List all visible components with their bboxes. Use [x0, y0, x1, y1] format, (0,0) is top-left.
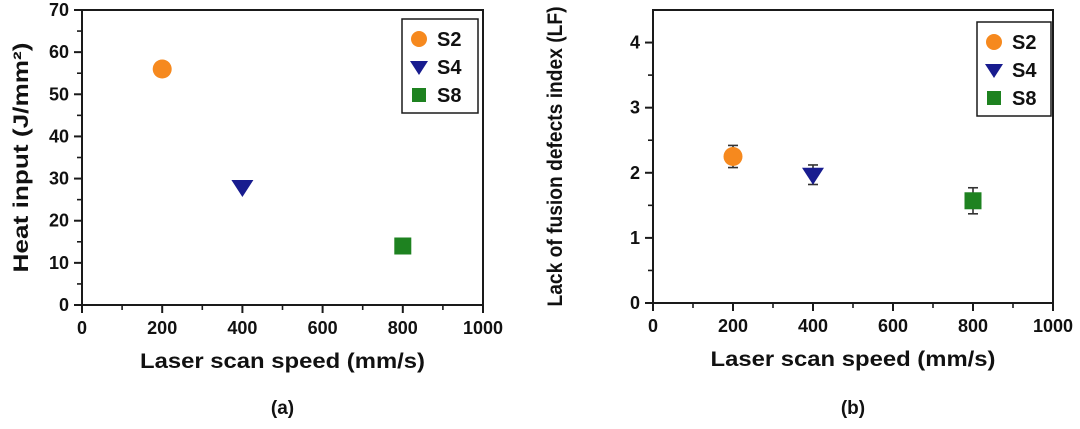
x-axis-tick-label: 400	[798, 316, 828, 336]
legend-marker-s2-icon	[411, 31, 427, 47]
x-axis-tick-label: 600	[308, 318, 338, 338]
y-axis-tick-label: 2	[630, 163, 640, 183]
x-axis-label: Laser scan speed (mm/s)	[140, 350, 425, 373]
panel-a: 0 200 400 600 800 1000 0 10 20 30 40 50 60 70 Laser sc…	[10, 0, 503, 419]
legend-label-s8: S8	[437, 85, 461, 107]
y-axis-tick-label: 10	[49, 253, 69, 273]
legend-marker-s8-icon	[412, 88, 426, 102]
data-point-s2	[723, 147, 743, 166]
x-axis-tick-label: 1000	[1033, 316, 1073, 336]
y-axis-tick-label: 4	[630, 33, 640, 53]
panel-b: 0 200 400 600 800 1000 0 1 2 3 4 Laser scan speed (…	[540, 0, 1080, 429]
legend-marker-s8-icon	[987, 91, 1001, 105]
x-axis-tick-label: 200	[718, 316, 748, 336]
panel-caption: (b)	[841, 398, 865, 419]
y-axis-tick-label: 20	[49, 211, 69, 231]
legend-marker-s2-icon	[986, 34, 1002, 50]
x-axis-tick-label: 800	[388, 318, 418, 338]
x-axis-tick-label: 400	[227, 318, 257, 338]
x-axis-tick-label: 0	[77, 318, 87, 338]
data-point-s8	[394, 237, 412, 255]
y-axis-label: Heat input (J/mm²)	[10, 43, 33, 273]
data-point-s4	[231, 180, 254, 197]
panel-caption: (a)	[271, 398, 294, 419]
data-point-s8	[964, 192, 982, 210]
data-point-s2	[152, 59, 172, 79]
legend-label-s4: S4	[437, 57, 462, 79]
legend-label-s2: S2	[1012, 32, 1036, 54]
y-axis-tick-label: 70	[49, 0, 69, 20]
legend-marker-s4-icon	[410, 61, 428, 75]
y-axis-tick-label: 60	[49, 42, 69, 62]
x-axis-tick-label: 800	[958, 316, 988, 336]
y-axis-label: Lack of fusion defects index (LF)	[544, 7, 567, 307]
x-axis-label: Laser scan speed (mm/s)	[711, 348, 996, 371]
chart-a-svg: 0 200 400 600 800 1000 0 10 20 30 40 50 60 70 Laser sc…	[10, 0, 503, 419]
y-axis-tick-label: 30	[49, 169, 69, 189]
y-axis-tick-label: 3	[630, 98, 640, 118]
y-axis-tick-label: 40	[49, 126, 69, 146]
x-axis-tick-label: 1000	[463, 318, 503, 338]
legend-marker-s4-icon	[985, 64, 1003, 78]
y-axis-tick-label: 0	[630, 293, 640, 313]
y-axis-tick-label: 1	[630, 228, 640, 248]
data-point-s4	[802, 167, 824, 185]
x-axis-tick-label: 0	[648, 316, 658, 336]
legend-label-s2: S2	[437, 29, 461, 51]
y-axis-tick-label: 0	[59, 295, 69, 315]
chart-b-svg: 0 200 400 600 800 1000 0 1 2 3 4 Laser scan speed (…	[544, 7, 1073, 420]
legend-label-s4: S4	[1012, 60, 1037, 82]
x-axis-tick-label: 600	[878, 316, 908, 336]
y-axis-tick-label: 50	[49, 84, 69, 104]
legend-label-s8: S8	[1012, 88, 1036, 110]
x-axis-tick-label: 200	[147, 318, 177, 338]
